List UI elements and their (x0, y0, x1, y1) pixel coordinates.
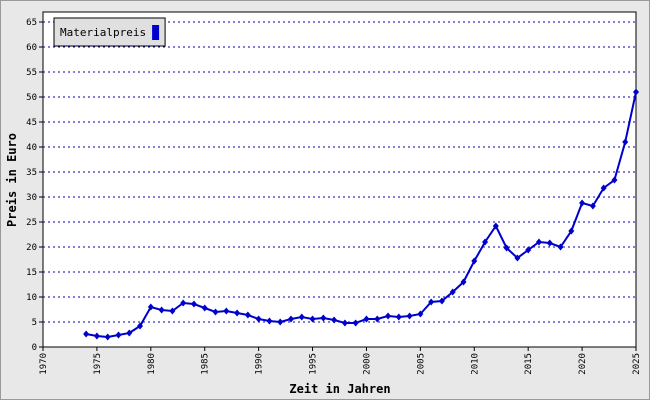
data-point (449, 288, 456, 296)
data-point (277, 318, 284, 326)
data-point (363, 315, 370, 323)
legend-box (53, 17, 166, 47)
data-point (438, 297, 445, 305)
data-line (85, 91, 637, 339)
x-axis-title: Zeit in Jahren (289, 382, 390, 396)
x-tick-label: 1970 (39, 353, 49, 375)
data-point (492, 222, 499, 230)
data-point (180, 299, 187, 307)
data-point (395, 313, 402, 321)
data-point (482, 238, 489, 246)
data-point (320, 314, 327, 322)
data-point (579, 199, 586, 207)
data-point (287, 315, 294, 323)
x-tick-label: 1990 (255, 353, 265, 375)
data-point (557, 243, 564, 251)
data-point (169, 307, 176, 315)
data-point (622, 138, 629, 146)
data-point (633, 88, 639, 96)
data-point (104, 333, 111, 341)
y-tick-label: 0 (32, 343, 37, 353)
data-point (83, 330, 90, 338)
data-point (514, 254, 521, 262)
data-point (341, 319, 348, 327)
x-tick-label: 2010 (470, 353, 480, 375)
y-tick-label: 15 (26, 268, 37, 278)
y-tick-label: 55 (26, 68, 37, 78)
data-point (535, 238, 542, 246)
data-point (417, 310, 424, 318)
data-point (223, 307, 230, 315)
x-tick-label: 2020 (578, 353, 588, 375)
data-point (126, 329, 133, 337)
data-point (525, 246, 532, 254)
data-point (244, 311, 251, 319)
y-tick-label: 35 (26, 168, 37, 178)
data-point (255, 315, 262, 323)
y-tick-label: 30 (26, 193, 37, 203)
data-point (352, 319, 359, 327)
data-point (503, 244, 510, 252)
legend-label: Materialpreis (60, 26, 146, 39)
data-point (374, 315, 381, 323)
data-point (147, 303, 154, 311)
data-point (115, 331, 122, 339)
data-point (158, 306, 165, 314)
data-point (589, 202, 596, 210)
data-point (546, 239, 553, 247)
y-tick-label: 5 (32, 318, 37, 328)
data-point (266, 317, 273, 325)
data-point (234, 309, 241, 317)
data-point (385, 312, 392, 320)
x-tick-label: 1980 (147, 353, 157, 375)
y-tick-label: 60 (26, 43, 37, 53)
x-tick-label: 2000 (362, 353, 372, 375)
legend-swatch (152, 25, 160, 40)
y-tick-label: 50 (26, 93, 37, 103)
y-tick-label: 20 (26, 243, 37, 253)
x-tick-label: 1995 (309, 353, 319, 375)
data-point (406, 312, 413, 320)
data-point (137, 322, 144, 330)
x-tick-label: 2025 (632, 353, 642, 375)
y-tick-label: 45 (26, 118, 37, 128)
x-tick-label: 1985 (201, 353, 211, 375)
y-axis-title: Preis in Euro (5, 133, 19, 227)
data-point (600, 184, 607, 192)
y-tick-label: 10 (26, 293, 37, 303)
y-tick-label: 40 (26, 143, 37, 153)
x-tick-label: 1975 (93, 353, 103, 375)
data-point (331, 316, 338, 324)
data-point (298, 313, 305, 321)
data-point (309, 315, 316, 323)
data-point (471, 257, 478, 265)
data-point (568, 227, 575, 235)
x-tick-label: 2005 (416, 353, 426, 375)
y-tick-label: 65 (26, 18, 37, 28)
data-point (201, 304, 208, 312)
data-point (93, 332, 100, 340)
data-point (611, 176, 618, 184)
x-tick-label: 2015 (524, 353, 534, 375)
legend: Materialpreis (53, 17, 166, 47)
y-tick-label: 25 (26, 218, 37, 228)
data-point (460, 278, 467, 286)
data-point (212, 308, 219, 316)
data-point (190, 300, 197, 308)
plot-area (42, 11, 637, 348)
data-point (428, 298, 435, 306)
